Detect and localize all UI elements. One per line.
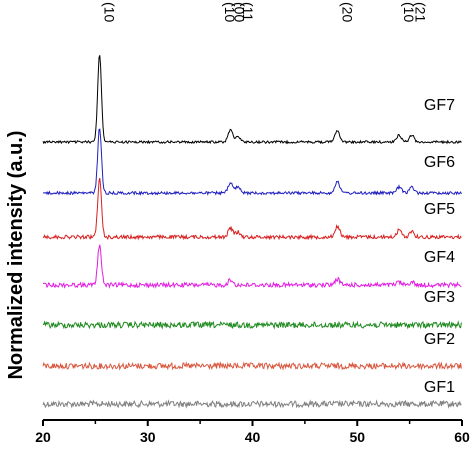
series-gf2-label: GF2 <box>424 331 455 348</box>
series-gf1-label: GF1 <box>424 379 455 396</box>
x-tick-label: 20 <box>35 429 51 445</box>
x-tick-label: 50 <box>349 429 365 445</box>
peak-label: (11 <box>240 2 256 21</box>
x-tick-label: 60 <box>454 429 470 445</box>
peak-label: (10 <box>222 2 238 22</box>
series-gf6-label: GF6 <box>424 154 455 171</box>
peak-labels: (10 (10(00(11 (20 (10(21 <box>102 2 429 22</box>
series-gf3-label: GF3 <box>424 289 455 306</box>
series-gf7-label: GF7 <box>424 97 455 114</box>
traces <box>42 55 462 409</box>
x-axis: 20 30 40 50 60 <box>35 419 470 445</box>
series-gf4-label: GF4 <box>424 249 455 266</box>
x-tick-label: 40 <box>245 429 261 445</box>
y-axis-label: Normalized intensity (a.u.) <box>5 131 27 380</box>
series-gf1-trace <box>42 399 462 409</box>
peak-label: (10 <box>401 2 417 22</box>
x-tick-label: 30 <box>140 429 156 445</box>
series-gf6-trace <box>42 128 462 196</box>
peak-label: (20 <box>339 2 355 22</box>
series-gf4-trace <box>42 244 462 289</box>
series-labels: GF1 GF2 GF3 GF4 GF5 GF6 GF7 <box>424 97 455 396</box>
peak-label: (00 <box>232 2 248 22</box>
series-gf5-label: GF5 <box>424 201 455 218</box>
peak-label: (21 <box>413 2 429 22</box>
series-gf3-trace <box>42 320 462 330</box>
series-gf5-trace <box>42 177 462 241</box>
peak-label: (10 <box>102 2 118 22</box>
series-gf7-trace <box>42 55 462 145</box>
series-gf2-trace <box>42 361 462 371</box>
